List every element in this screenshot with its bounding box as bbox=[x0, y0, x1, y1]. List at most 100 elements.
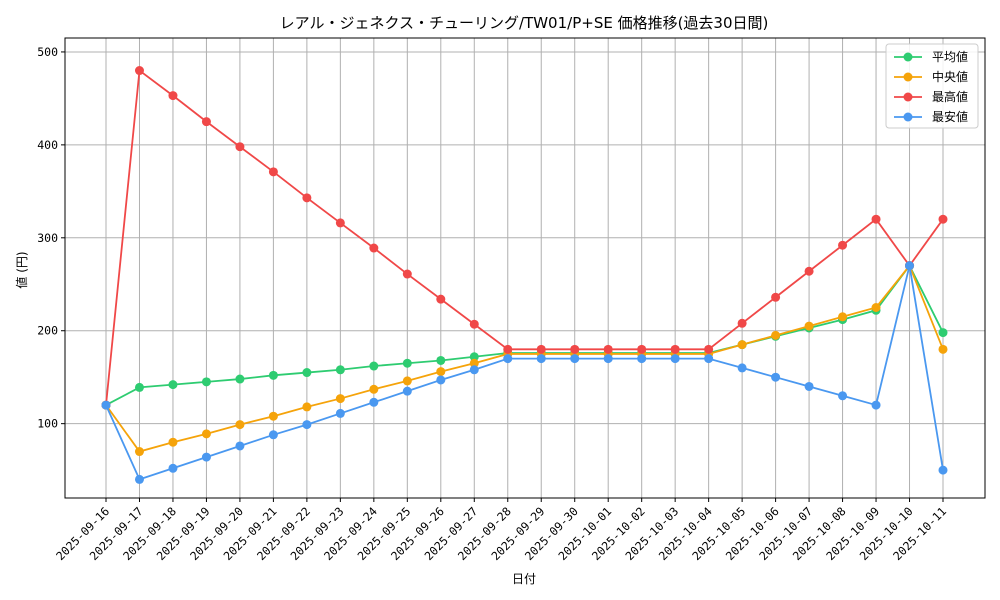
data-point bbox=[168, 463, 178, 473]
data-point bbox=[771, 330, 781, 340]
data-point bbox=[570, 344, 580, 354]
data-point bbox=[737, 340, 747, 350]
data-point bbox=[335, 394, 345, 404]
data-point bbox=[871, 302, 881, 312]
legend-item: 最安値 bbox=[894, 109, 968, 124]
series-4 bbox=[101, 261, 948, 484]
data-point bbox=[603, 344, 613, 354]
data-point bbox=[369, 361, 379, 371]
series-line bbox=[105, 265, 944, 481]
data-point bbox=[670, 354, 680, 364]
data-point bbox=[838, 391, 848, 401]
data-point bbox=[436, 355, 446, 365]
data-point bbox=[201, 452, 211, 462]
data-point bbox=[704, 354, 714, 364]
series-1 bbox=[101, 261, 948, 410]
series-line bbox=[105, 68, 944, 406]
data-point bbox=[838, 240, 848, 250]
data-point bbox=[938, 465, 948, 475]
data-point bbox=[235, 420, 245, 430]
data-point bbox=[469, 365, 479, 375]
data-point bbox=[402, 358, 412, 368]
data-point bbox=[804, 266, 814, 276]
data-point bbox=[670, 344, 680, 354]
data-point bbox=[369, 243, 379, 253]
data-point bbox=[302, 193, 312, 203]
series-line bbox=[105, 263, 944, 406]
legend-label: 最高値 bbox=[932, 89, 968, 104]
data-point bbox=[737, 318, 747, 328]
data-point bbox=[905, 261, 915, 271]
data-point bbox=[771, 292, 781, 302]
data-point bbox=[168, 380, 178, 390]
legend-swatch-marker bbox=[903, 72, 913, 82]
data-point bbox=[570, 354, 580, 364]
data-point bbox=[938, 214, 948, 224]
plot-frame bbox=[64, 37, 986, 499]
data-point bbox=[737, 363, 747, 373]
x-axis-label: 日付 bbox=[512, 572, 536, 586]
y-tick-label: 400 bbox=[37, 138, 58, 152]
data-point bbox=[268, 167, 278, 177]
data-point bbox=[402, 269, 412, 279]
grid-layer bbox=[65, 38, 985, 498]
data-point bbox=[704, 344, 714, 354]
data-point bbox=[335, 365, 345, 375]
data-point bbox=[302, 402, 312, 412]
data-point bbox=[369, 384, 379, 394]
data-point bbox=[268, 370, 278, 380]
data-point bbox=[603, 354, 613, 364]
legend-item: 最高値 bbox=[894, 89, 968, 104]
data-point bbox=[235, 441, 245, 451]
data-point bbox=[168, 91, 178, 101]
data-point bbox=[804, 381, 814, 391]
data-point bbox=[402, 376, 412, 386]
y-tick-label: 100 bbox=[37, 417, 58, 431]
data-point bbox=[804, 321, 814, 331]
data-point bbox=[235, 374, 245, 384]
data-point bbox=[637, 354, 647, 364]
data-point bbox=[268, 411, 278, 421]
data-point bbox=[838, 312, 848, 322]
data-point bbox=[335, 218, 345, 228]
data-point bbox=[134, 382, 144, 392]
legend-swatch-marker bbox=[903, 112, 913, 122]
legend-label: 最安値 bbox=[932, 109, 968, 124]
data-point bbox=[201, 429, 211, 439]
data-point bbox=[436, 294, 446, 304]
data-point bbox=[536, 354, 546, 364]
data-point bbox=[637, 344, 647, 354]
data-point bbox=[302, 420, 312, 430]
data-point bbox=[134, 66, 144, 76]
data-point bbox=[469, 319, 479, 329]
data-point bbox=[871, 214, 881, 224]
data-point bbox=[871, 400, 881, 410]
data-point bbox=[101, 400, 111, 410]
series-line bbox=[105, 263, 944, 453]
data-point bbox=[938, 344, 948, 354]
data-point bbox=[268, 430, 278, 440]
data-point bbox=[771, 372, 781, 382]
data-point bbox=[302, 368, 312, 378]
data-point bbox=[402, 386, 412, 396]
data-point bbox=[436, 367, 446, 377]
data-point bbox=[503, 344, 513, 354]
data-point bbox=[201, 377, 211, 387]
data-point bbox=[536, 344, 546, 354]
data-point bbox=[938, 328, 948, 338]
y-axis-label: 値 (円) bbox=[14, 251, 29, 288]
legend-item: 平均値 bbox=[894, 49, 968, 64]
data-point bbox=[469, 352, 479, 362]
y-tick-label: 200 bbox=[37, 324, 58, 338]
data-point bbox=[201, 117, 211, 127]
data-point bbox=[235, 142, 245, 152]
data-point bbox=[369, 397, 379, 407]
legend-label: 平均値 bbox=[932, 49, 968, 64]
data-point bbox=[335, 408, 345, 418]
legend-label: 中央値 bbox=[932, 69, 968, 84]
series-layer bbox=[101, 66, 948, 484]
data-point bbox=[168, 437, 178, 447]
